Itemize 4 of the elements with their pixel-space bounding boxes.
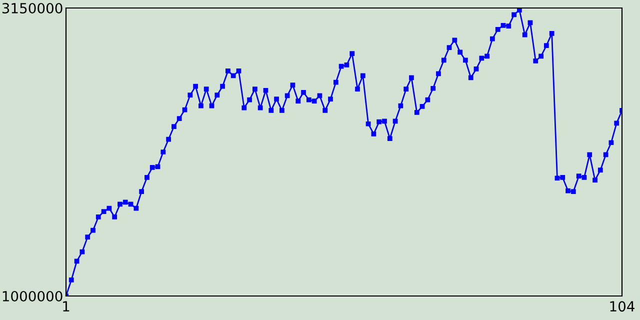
x-tick-label: 104 — [610, 301, 634, 312]
y-tick-label: 1000000 — [2, 290, 62, 302]
y-tick-label: 3150000 — [2, 2, 62, 14]
x-tick-label: 1 — [63, 301, 70, 312]
